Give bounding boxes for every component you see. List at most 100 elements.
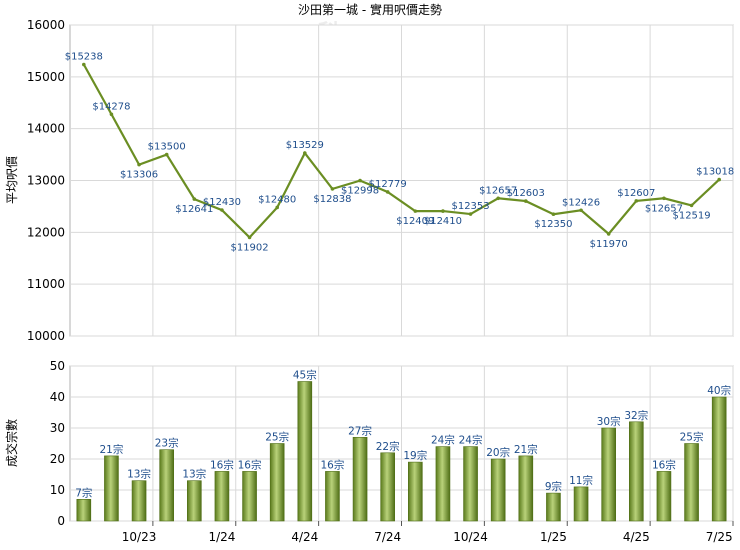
volume-bar: [408, 461, 423, 522]
volume-y-axis-label: 成交宗數: [4, 419, 19, 467]
volume-bar: [490, 458, 506, 522]
volume-bar: [269, 443, 285, 522]
volume-data-label: 24宗: [431, 434, 455, 447]
volume-data-label: 21宗: [514, 443, 538, 456]
volume-data-label: 9宗: [545, 480, 562, 493]
price-data-label: $12410: [424, 216, 462, 227]
price-point: [606, 232, 611, 236]
price-y-tick-label: 12000: [27, 225, 65, 239]
price-data-label: $12430: [203, 197, 241, 208]
price-point: [689, 203, 694, 208]
volume-data-label: 23宗: [155, 437, 179, 450]
price-data-label: $15238: [65, 51, 103, 62]
price-point: [109, 112, 114, 117]
volume-bar: [187, 480, 202, 522]
price-data-label: $11970: [590, 239, 628, 250]
price-data-label: $12838: [313, 194, 351, 205]
x-tick-label: 7/24: [374, 530, 401, 544]
volume-data-label: 16宗: [210, 458, 234, 471]
price-point: [275, 205, 279, 210]
x-tick-label: 1/25: [540, 530, 567, 544]
price-point: [358, 178, 362, 183]
volume-bar: [656, 471, 672, 522]
volume-bar: [159, 449, 174, 522]
price-point: [524, 199, 528, 203]
volume-bar: [242, 471, 257, 522]
price-data-label: $12603: [507, 188, 545, 199]
volume-data-label: 16宗: [321, 458, 345, 471]
price-point: [82, 62, 86, 67]
price-point: [247, 235, 252, 240]
price-y-tick-label: 16000: [27, 18, 65, 32]
volume-data-label: 40宗: [707, 384, 731, 397]
volume-bar: [629, 421, 644, 522]
price-point: [303, 151, 307, 155]
price-point: [551, 212, 556, 216]
volume-bar-chart: 0 10 20 30 40 50 10/23 1/24 4/24 7/24 10/24 1/25 4/2…: [50, 359, 734, 544]
price-data-label: $12657: [645, 203, 683, 214]
volume-data-label: 7宗: [75, 486, 92, 499]
price-point: [220, 208, 224, 212]
volume-y-tick-label: 30: [50, 421, 65, 435]
x-tick-label: 4/25: [623, 530, 650, 544]
volume-bar: [711, 396, 727, 522]
price-data-label: $13500: [148, 142, 186, 153]
volume-bar: [76, 498, 92, 522]
price-data-label: $12409: [396, 216, 434, 227]
price-point: [192, 197, 197, 201]
chart-title: 沙田第一城 - 實用呎價走勢: [298, 2, 442, 17]
volume-data-label: 45宗: [293, 369, 317, 382]
price-series-line: [82, 63, 720, 239]
volume-data-label: 24宗: [459, 434, 483, 447]
volume-data-label: 20宗: [486, 446, 510, 459]
volume-data-label: 16宗: [238, 458, 262, 471]
price-y-tick-label: 11000: [27, 277, 65, 291]
price-data-label: $12607: [617, 188, 655, 199]
volume-data-label: 16宗: [652, 458, 676, 471]
volume-bar: [380, 452, 395, 522]
volume-bar: [463, 446, 478, 522]
volume-y-tick-label: 20: [50, 452, 65, 466]
price-point: [496, 196, 500, 201]
price-data-label: $12779: [369, 179, 407, 190]
volume-y-tick-label: 10: [50, 483, 65, 497]
volume-bar: [573, 486, 589, 522]
price-data-label: $12657: [479, 185, 517, 196]
price-data-label: $14278: [92, 101, 130, 112]
price-data-label: $12426: [562, 197, 600, 208]
volume-y-tick-label: 0: [57, 514, 65, 528]
volume-bar: [518, 455, 534, 522]
price-line-chart: 10000 11000 12000 13000 14000 15000 16000 $1523…: [27, 18, 734, 343]
volume-bar: [131, 480, 147, 522]
price-y-tick-label: 10000: [27, 329, 65, 343]
volume-data-label: 25宗: [680, 431, 704, 444]
price-data-label: $12519: [672, 210, 710, 221]
volume-data-label: 13宗: [127, 468, 151, 481]
price-point: [413, 209, 418, 213]
volume-y-tick-label: 40: [50, 390, 65, 404]
volume-bar: [325, 471, 340, 522]
volume-bar: [104, 455, 119, 522]
volume-bar: [684, 443, 699, 522]
volume-data-label: 30宗: [597, 415, 621, 428]
volume-bar: [435, 446, 451, 522]
volume-bar: [214, 471, 230, 522]
price-point: [441, 209, 445, 213]
price-data-label: $13529: [286, 140, 324, 151]
price-y-tick-label: 13000: [27, 174, 65, 188]
price-data-label: $12353: [451, 201, 489, 212]
x-tick-label: 4/24: [291, 530, 318, 544]
x-tick-label: 1/24: [208, 530, 235, 544]
price-point: [468, 212, 473, 216]
price-data-label: $11902: [230, 242, 268, 253]
price-point: [634, 199, 639, 203]
volume-y-tick-label: 50: [50, 359, 65, 373]
price-y-tick-label: 15000: [27, 70, 65, 84]
price-y-tick-label: 14000: [27, 122, 65, 136]
x-tick-label: 10/23: [122, 530, 157, 544]
price-data-label: $13306: [120, 170, 158, 181]
price-data-label: $13018: [696, 167, 734, 178]
volume-bar: [601, 427, 616, 522]
price-point: [385, 190, 390, 194]
